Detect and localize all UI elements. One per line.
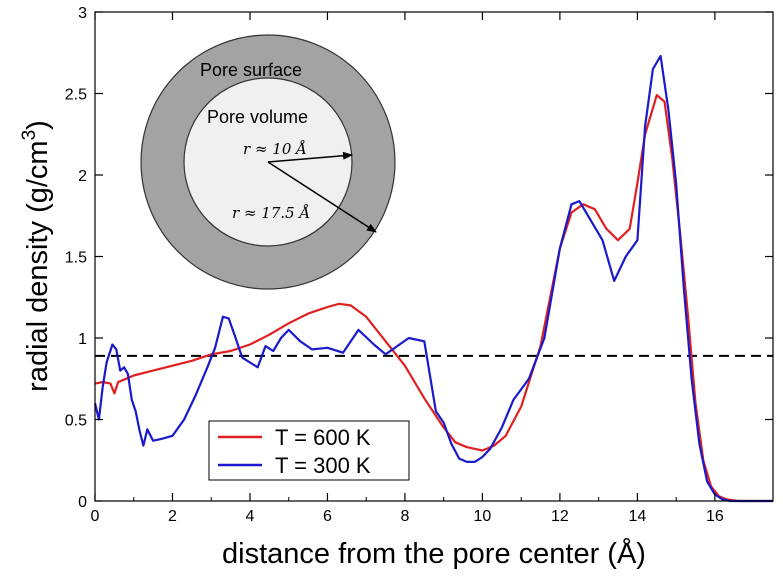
x-tick-label: 8 [400,508,409,525]
series-line-300k [93,54,773,503]
legend: T = 600 K T = 300 K [208,420,410,481]
y-axis-title: radial density (g/cm3) [19,120,54,392]
y-tick-label: 3 [78,5,87,22]
x-tick-label: 14 [629,508,647,525]
legend-label-300k: T = 300 K [275,453,371,478]
x-tick-label: 2 [168,508,177,525]
outer-radius-label: r ≈ 17.5 Å [232,204,310,222]
inner-radius-label: r ≈ 10 Å [243,140,307,158]
x-tick-label: 10 [474,508,492,525]
legend-label-600k: T = 600 K [275,425,371,450]
legend-box [208,420,410,481]
pore-volume-label: Pore volume [207,107,308,127]
pore-surface-label: Pore surface [200,60,302,80]
pore-inset: Pore surface Pore volume r ≈ 10 Å r ≈ 17… [140,34,396,290]
y-tick-label: 1.5 [65,250,87,267]
inner-radius-arrow [267,151,353,163]
x-tick-label: 12 [551,508,569,525]
y-axis-title-close: ) [22,120,54,130]
y-tick-label: 2.5 [65,87,87,104]
outer-radius-arrow [267,161,377,233]
y-tick-label: 0.5 [65,413,87,430]
x-axis-title: distance from the pore center (Å) [222,537,646,570]
x-tick-label: 4 [246,508,255,525]
y-tick-label: 0 [78,494,87,511]
y-tick-label: 1 [78,331,87,348]
y-axis-title-main: radial density (g/cm [22,140,54,391]
x-tick-label: 6 [323,508,332,525]
y-axis-title-superscript: 3 [19,130,40,141]
x-tick-label: 16 [706,508,724,525]
x-tick-label: 0 [91,508,100,525]
y-tick-label: 2 [78,168,87,185]
